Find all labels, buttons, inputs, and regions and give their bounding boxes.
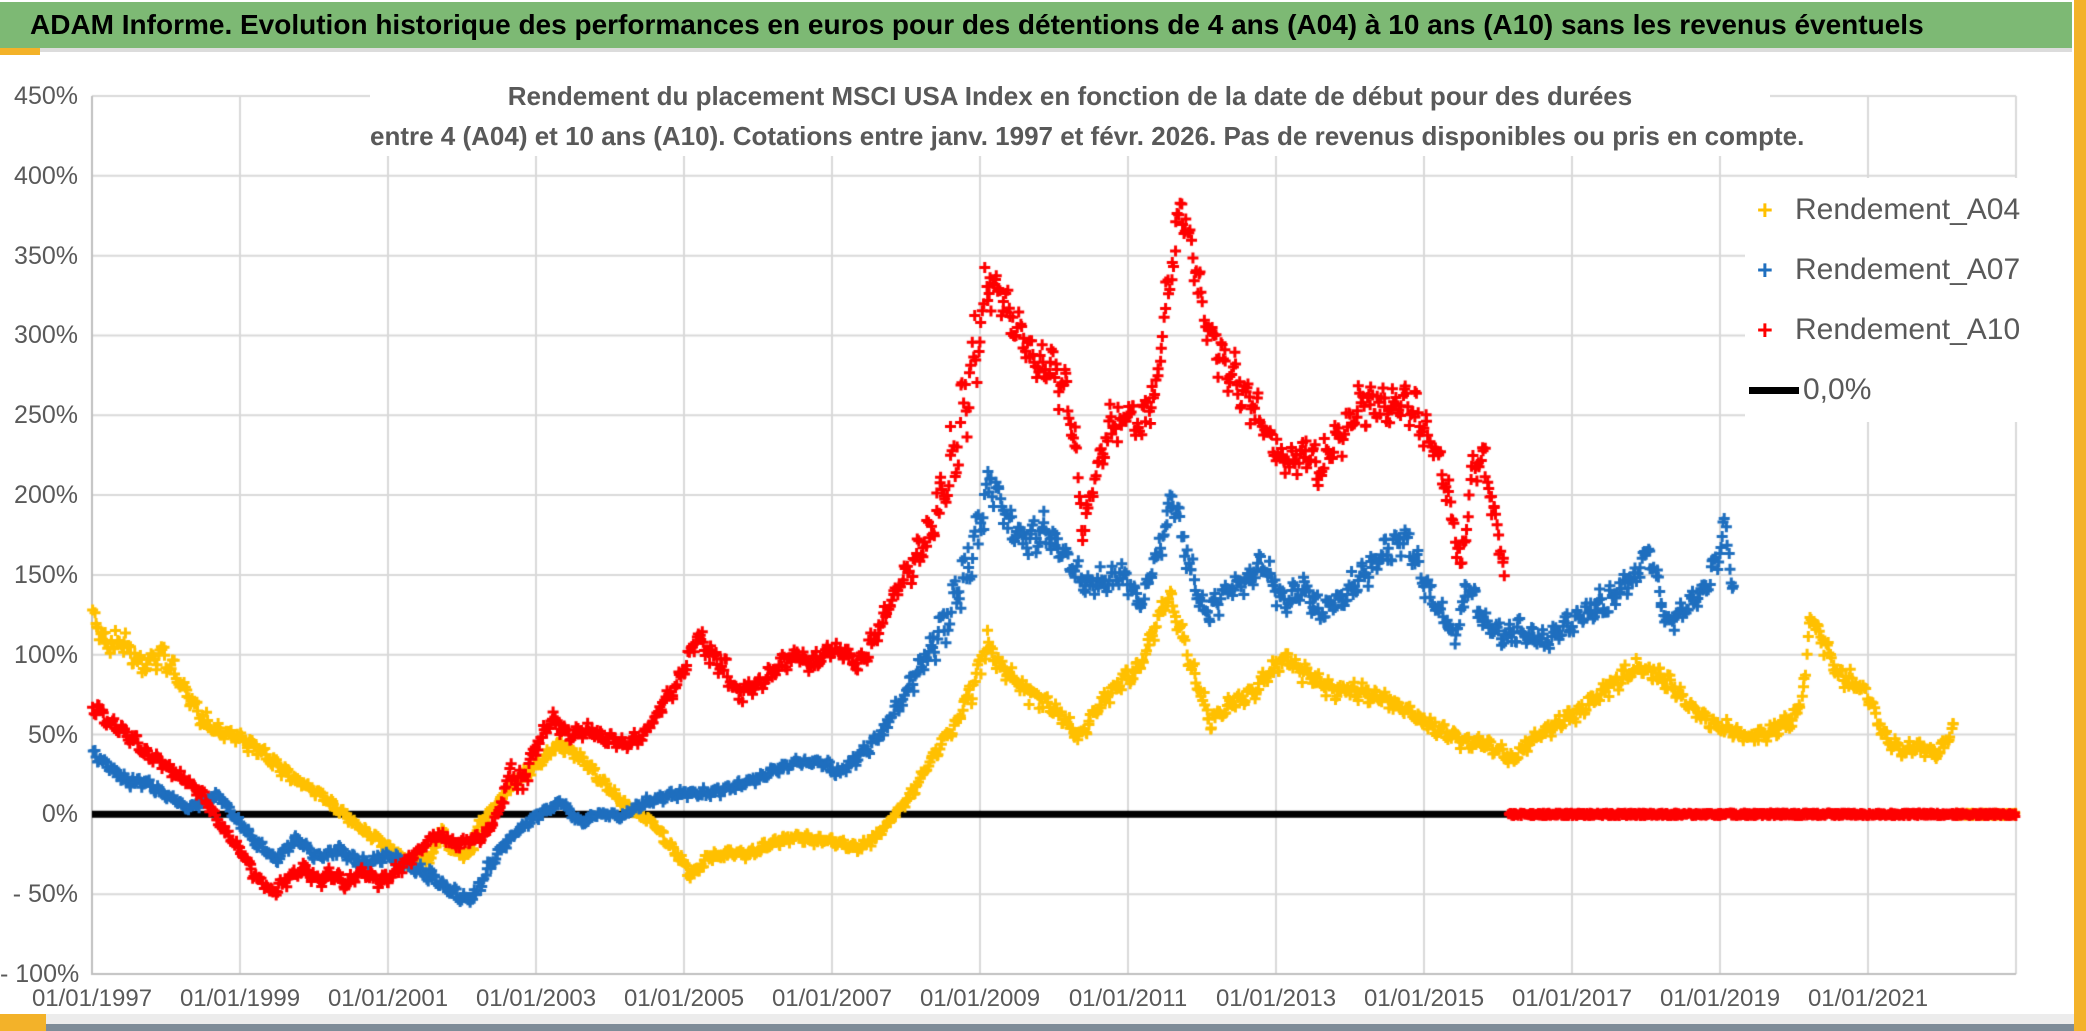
y-tick-label: 300% bbox=[14, 321, 78, 350]
zero-line-swatch bbox=[1749, 386, 1799, 394]
legend-item-a07[interactable]: + Rendement_A07 bbox=[1745, 240, 2045, 300]
y-tick-label: 400% bbox=[14, 161, 78, 190]
banner-accent-notch bbox=[0, 48, 40, 55]
y-tick-label: 0% bbox=[41, 800, 78, 829]
x-tick-label: 01/01/2003 bbox=[475, 985, 597, 1012]
x-tick-label: 01/01/2011 bbox=[1068, 985, 1188, 1012]
y-tick-label: 100% bbox=[14, 640, 78, 669]
chart-title-line2: entre 4 (A04) et 10 ans (A10). Cotations… bbox=[370, 121, 1805, 151]
legend-label-a04: Rendement_A04 bbox=[1795, 193, 2021, 226]
right-accent-border bbox=[2074, 0, 2086, 1031]
bottom-strip bbox=[0, 1014, 2086, 1024]
x-tick-label: 01/01/2007 bbox=[771, 985, 893, 1012]
x-tick-label: 01/01/2021 bbox=[1807, 985, 1929, 1012]
legend-label-a07: Rendement_A07 bbox=[1795, 253, 2021, 286]
bottom-edge-border bbox=[0, 1024, 2086, 1031]
legend-item-a04[interactable]: + Rendement_A04 bbox=[1745, 180, 2045, 240]
x-tick-label: 01/01/1997 bbox=[31, 985, 153, 1012]
y-tick-label: - 100% bbox=[0, 960, 80, 988]
y-tick-label: 150% bbox=[14, 560, 78, 589]
bottom-accent-notch bbox=[0, 1014, 46, 1031]
y-tick-label: 450% bbox=[14, 82, 78, 110]
plus-marker-icon: + bbox=[1757, 255, 1773, 285]
plus-marker-icon: + bbox=[1757, 195, 1773, 225]
x-tick-label: 01/01/2015 bbox=[1363, 985, 1485, 1012]
chart-title: Rendement du placement MSCI USA Index en… bbox=[370, 76, 1805, 156]
x-tick-label: 01/01/2001 bbox=[327, 985, 449, 1012]
y-tick-label: 50% bbox=[27, 720, 78, 749]
x-tick-label: 01/01/2017 bbox=[1511, 985, 1633, 1012]
y-tick-label: 250% bbox=[14, 401, 78, 430]
legend-label-zero: 0,0% bbox=[1803, 373, 1872, 406]
y-tick-label: 350% bbox=[14, 241, 78, 270]
legend-item-a10[interactable]: + Rendement_A10 bbox=[1745, 300, 2045, 360]
y-tick-label: - 50% bbox=[12, 880, 78, 909]
legend-label-a10: Rendement_A10 bbox=[1795, 313, 2021, 346]
banner-title: ADAM Informe. Evolution historique des p… bbox=[0, 2, 2072, 48]
legend-item-zero-line[interactable]: 0,0% bbox=[1745, 360, 2045, 420]
x-tick-label: 01/01/1999 bbox=[179, 985, 301, 1012]
y-tick-label: 200% bbox=[14, 481, 78, 510]
x-tick-label: 01/01/2005 bbox=[623, 985, 745, 1012]
plus-marker-icon: + bbox=[1757, 315, 1773, 345]
x-tick-label: 01/01/2019 bbox=[1659, 985, 1781, 1012]
banner-shadow bbox=[0, 48, 2072, 52]
x-tick-label: 01/01/2009 bbox=[919, 985, 1041, 1012]
x-tick-label: 01/01/2013 bbox=[1215, 985, 1337, 1012]
chart-title-line1: Rendement du placement MSCI USA Index en… bbox=[507, 81, 1633, 111]
legend: + Rendement_A04 + Rendement_A07 + Rendem… bbox=[1745, 178, 2045, 422]
